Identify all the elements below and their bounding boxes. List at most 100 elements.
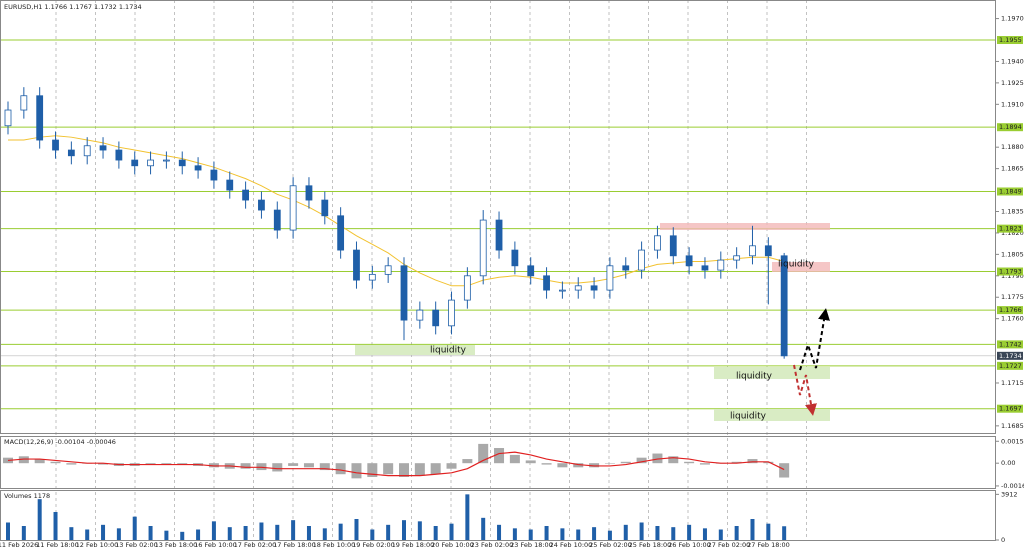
macd-bar bbox=[763, 461, 774, 464]
candle-body bbox=[527, 265, 535, 277]
candle-body bbox=[543, 275, 550, 291]
y-tick-label: -0.00165 bbox=[1001, 482, 1024, 490]
candle-body bbox=[669, 235, 677, 257]
level-label-box bbox=[997, 340, 1023, 349]
candle-body bbox=[622, 265, 630, 271]
volume-bar bbox=[449, 523, 454, 540]
volume-bar bbox=[576, 529, 581, 540]
x-tick-label: 26 Feb 10:00 bbox=[668, 541, 711, 549]
volume-bar bbox=[750, 519, 755, 540]
x-tick-label: 16 Feb 10:00 bbox=[194, 541, 237, 549]
volume-bar bbox=[544, 526, 549, 540]
volume-bar bbox=[766, 523, 771, 540]
volume-bar bbox=[291, 520, 296, 540]
macd-bar bbox=[731, 461, 742, 464]
level-label: 1.1849 bbox=[999, 187, 1022, 195]
macd-bar bbox=[50, 461, 61, 464]
macd-panel bbox=[0, 436, 996, 489]
macd-bar bbox=[604, 463, 615, 464]
candle-body bbox=[479, 219, 487, 277]
level-label: 1.1955 bbox=[999, 36, 1022, 44]
macd-bar bbox=[351, 463, 362, 479]
macd-bar bbox=[779, 463, 790, 478]
level-label: 1.1727 bbox=[999, 362, 1022, 370]
level-label-box bbox=[997, 361, 1023, 370]
x-tick-label: 23 Feb 18:00 bbox=[510, 541, 553, 549]
volume-bar bbox=[21, 526, 26, 540]
volume-bar bbox=[528, 529, 533, 540]
volume-bar bbox=[655, 526, 660, 540]
volume-bar bbox=[433, 526, 438, 540]
macd-bar bbox=[399, 463, 409, 477]
macd-bar bbox=[747, 459, 758, 464]
volume-bar bbox=[718, 529, 723, 540]
macd-bar bbox=[652, 453, 663, 464]
level-label-box bbox=[997, 267, 1023, 276]
volume-bar bbox=[148, 526, 153, 540]
candle-body bbox=[606, 265, 614, 291]
y-tick-label: 1.1880 bbox=[1001, 143, 1024, 151]
macd-bar bbox=[430, 463, 441, 475]
volume-bar bbox=[85, 529, 90, 540]
x-tick-label: 17 Feb 02:00 bbox=[234, 541, 277, 549]
x-tick-label: 24 Feb 10:00 bbox=[550, 541, 593, 549]
candle-body bbox=[162, 159, 170, 162]
candle-body bbox=[780, 255, 788, 357]
volume-bar bbox=[37, 499, 42, 540]
macd-bar bbox=[557, 463, 568, 468]
level-label: 1.1742 bbox=[999, 340, 1022, 348]
macd-bar bbox=[589, 463, 600, 468]
volume-bar bbox=[512, 528, 517, 540]
candle-body bbox=[83, 145, 91, 157]
volume-bar bbox=[607, 530, 612, 540]
macd-bar bbox=[98, 463, 109, 465]
macd-bar bbox=[446, 463, 457, 469]
y-tick-label: 1.1865 bbox=[1001, 165, 1024, 173]
macd-bar bbox=[18, 456, 29, 464]
macd-bar bbox=[303, 463, 314, 468]
level-label: 1.1697 bbox=[999, 405, 1022, 413]
bear-scenario-arrow bbox=[793, 364, 817, 416]
volume-bar bbox=[354, 519, 359, 540]
macd-bar bbox=[699, 463, 710, 465]
volume-bar bbox=[259, 522, 264, 540]
volume-bar bbox=[243, 526, 248, 540]
candle-body bbox=[463, 275, 471, 301]
macd-bar bbox=[161, 463, 172, 465]
x-tick-label: 27 Feb 02:00 bbox=[708, 541, 751, 549]
x-tick-label: 27 Feb 18:00 bbox=[747, 541, 790, 549]
x-tick-label: 11 Feb 2026 bbox=[0, 541, 38, 549]
volume-bar bbox=[560, 528, 565, 540]
volume-bar bbox=[687, 524, 692, 540]
candle-body bbox=[273, 209, 281, 231]
macd-bar bbox=[620, 461, 631, 464]
macd-bar bbox=[684, 461, 695, 464]
volume-bar bbox=[734, 526, 739, 540]
candle-body bbox=[289, 185, 297, 231]
candle-body bbox=[448, 299, 455, 327]
y-tick-label: 0.00 bbox=[1001, 459, 1015, 467]
volume-bar bbox=[671, 527, 676, 540]
y-tick-label: 0 bbox=[1001, 536, 1005, 544]
level-label: 1.1793 bbox=[999, 268, 1022, 276]
y-tick-label: 1.1820 bbox=[1001, 229, 1024, 237]
candle-body bbox=[4, 109, 12, 127]
moving-average bbox=[8, 135, 785, 287]
volume-bar bbox=[227, 527, 232, 540]
volume-bar bbox=[132, 516, 137, 540]
candle-body bbox=[701, 265, 709, 271]
annotation: liquidity bbox=[730, 412, 767, 422]
volume-bar bbox=[481, 517, 486, 540]
liquidity-zone bbox=[714, 367, 830, 379]
x-tick-label: 19 Feb 02:00 bbox=[352, 541, 395, 549]
volume-title: Volumes 1178 bbox=[4, 492, 50, 500]
level-label-box bbox=[997, 187, 1023, 196]
macd-bar bbox=[66, 463, 77, 465]
candle-body bbox=[384, 265, 392, 275]
candle-body bbox=[36, 95, 44, 141]
y-tick-label: 1.1910 bbox=[1001, 100, 1024, 108]
candle-body bbox=[764, 245, 772, 257]
candle-body bbox=[432, 309, 440, 327]
candle-body bbox=[749, 245, 756, 257]
